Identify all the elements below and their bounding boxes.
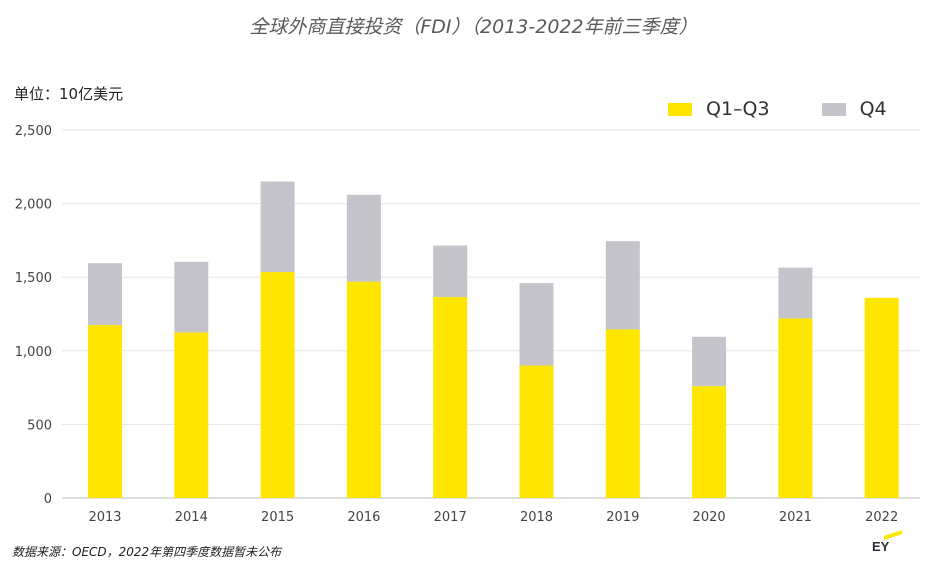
unit-label: 单位：10亿美元 [14,85,124,103]
bar-q1q3 [346,281,381,498]
bar-q1q3 [864,297,899,498]
bar-q4 [519,283,554,366]
y-tick-label: 2,500 [15,124,52,139]
bar-q4 [605,241,640,330]
legend-item-q1q3: Q1–Q3 [668,98,770,120]
x-tick-label: 2017 [434,510,467,525]
y-tick-label: 500 [27,418,52,433]
bar-q1q3 [692,386,727,498]
bar-q1q3 [433,297,468,498]
bar-q4 [174,261,209,333]
x-tick-label: 2016 [347,510,380,525]
bar-q4 [88,263,122,326]
bar-q4 [260,181,295,273]
legend-swatch-q4 [821,102,846,116]
bar-q1q3 [260,272,295,498]
ey-logo: EY [872,530,902,559]
bar-q4 [692,336,727,387]
legend-item-q4: Q4 [821,98,887,120]
bar-q4 [346,194,381,282]
bar-q4 [778,267,813,319]
bar-q1q3 [519,365,554,498]
chart-title: 全球外商直接投资（FDI）（2013-2022年前三季度） [249,16,698,38]
legend: Q1–Q3 Q4 [668,97,887,121]
legend-label-q4: Q4 [859,98,887,120]
x-tick-label: 2018 [520,510,553,525]
x-tick-label: 2014 [175,510,208,525]
bar-q1q3 [778,318,813,498]
y-tick-label: 1,000 [15,345,52,360]
x-tick-label: 2022 [865,510,898,525]
y-tick-label: 2,000 [15,198,52,213]
x-tick-label: 2021 [779,510,812,525]
y-tick-label: 0 [44,492,52,507]
x-tick-label: 2013 [88,510,121,525]
x-tick-label: 2015 [261,510,294,525]
x-tick-label: 2019 [606,510,639,525]
source-note: 数据来源：OECD，2022年第四季度数据暂未公布 [12,545,282,559]
bar-q1q3 [174,332,209,498]
y-tick-label: 1,500 [15,271,52,286]
logo-text: EY [872,539,890,554]
legend-swatch-q1q3 [668,102,692,116]
legend-label-q1q3: Q1–Q3 [706,98,770,120]
x-tick-label: 2020 [693,510,726,525]
bar-q1q3 [605,329,640,498]
bar-q4 [433,245,468,298]
bar-q1q3 [88,325,122,498]
